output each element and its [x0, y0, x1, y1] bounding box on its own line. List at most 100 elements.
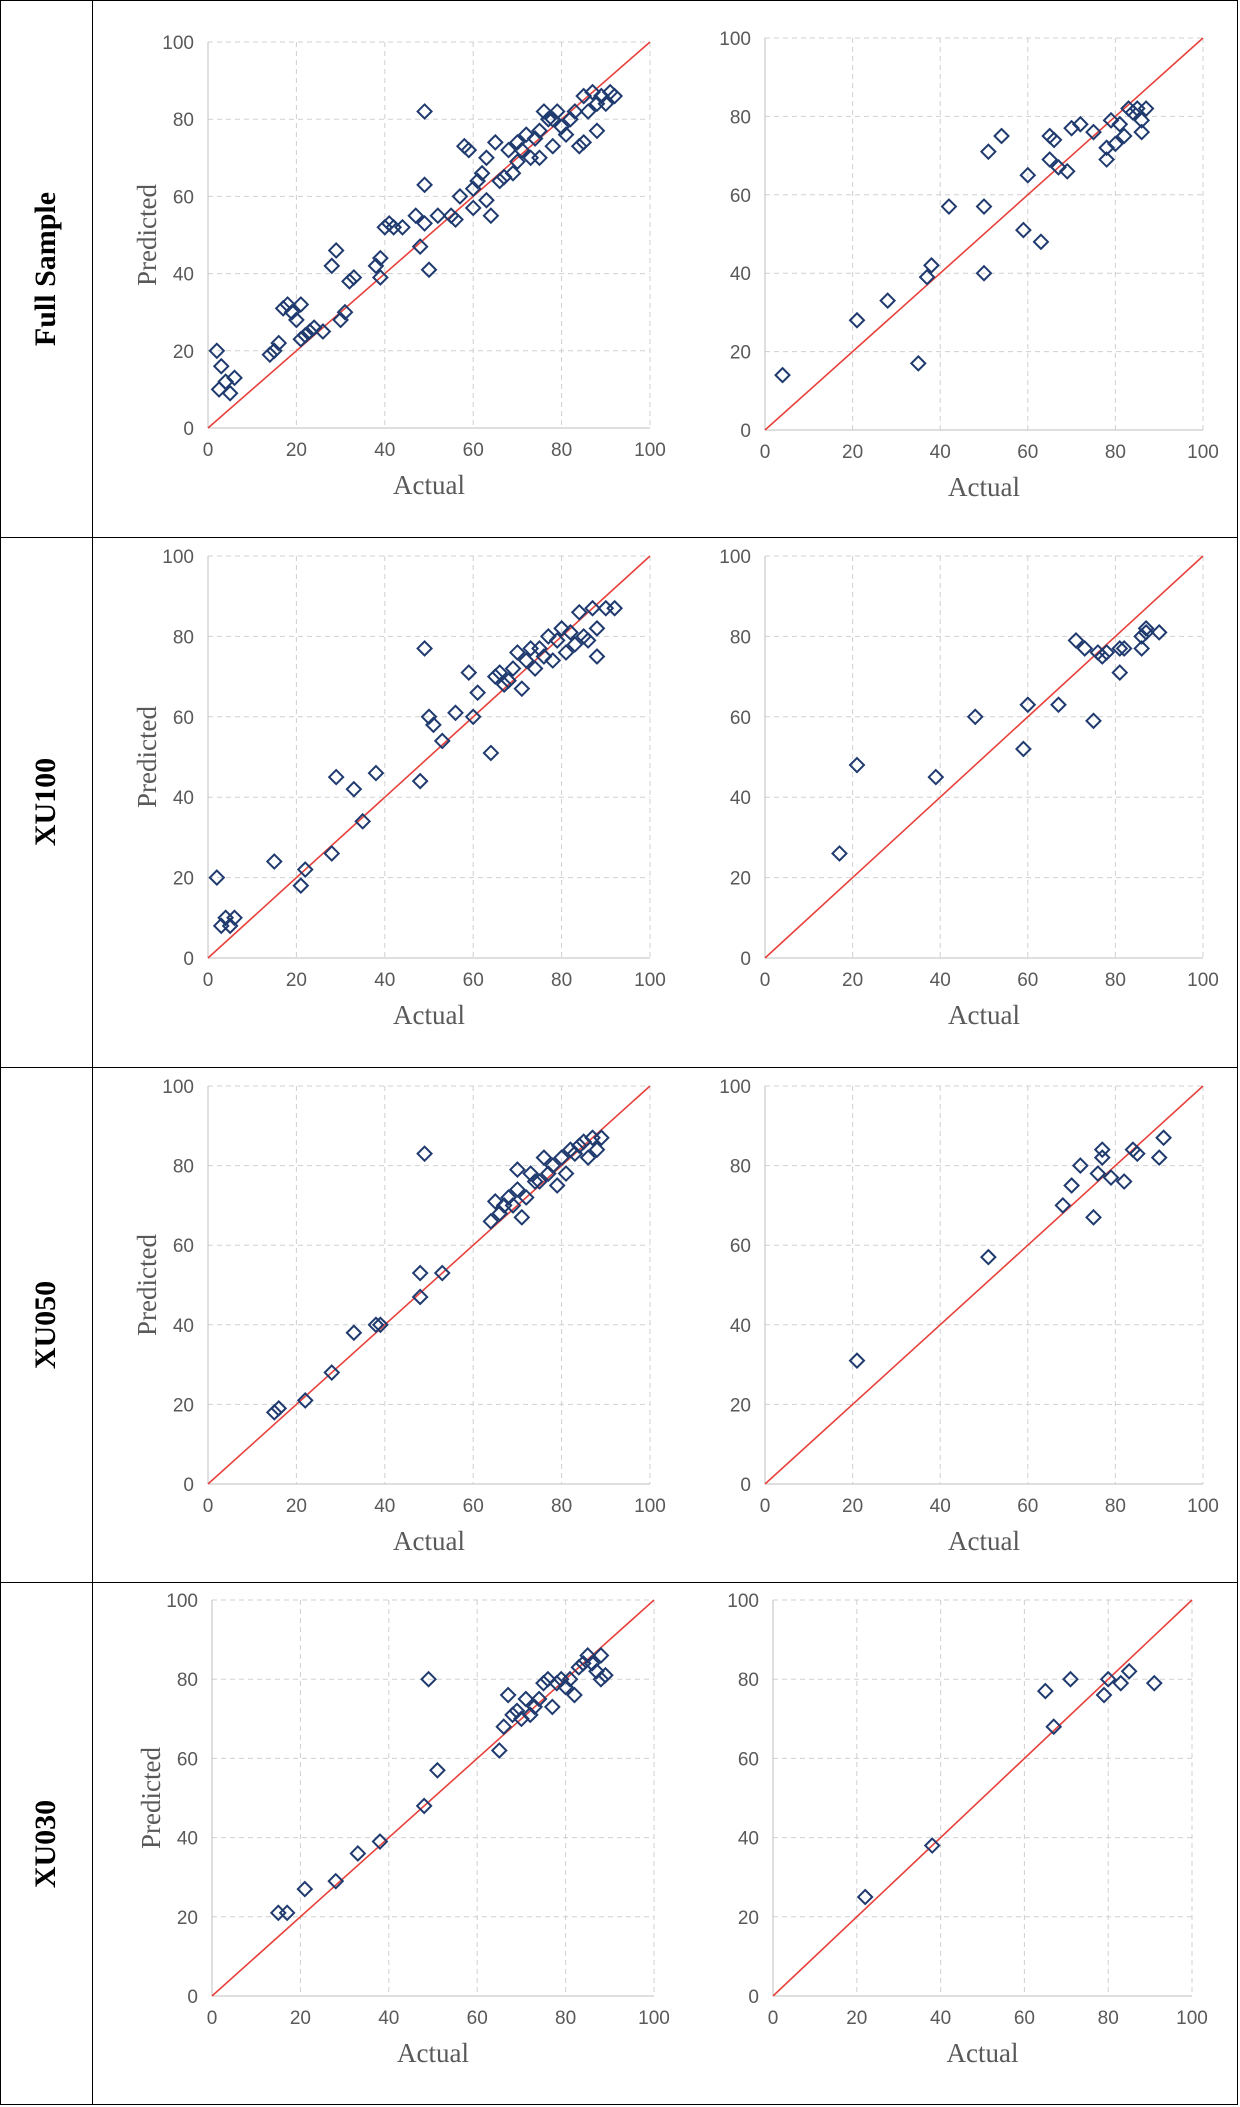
data-point — [1120, 1662, 1138, 1680]
data-point — [544, 1157, 562, 1175]
x-tick-label: 60 — [467, 2008, 488, 2029]
data-point — [1111, 664, 1129, 681]
y-axis-label: Predicted — [136, 1747, 166, 1849]
data-point — [1099, 1670, 1117, 1688]
data-point — [323, 257, 341, 275]
data-point — [500, 672, 517, 690]
y-tick-label: 0 — [183, 1475, 194, 1496]
data-point — [208, 869, 226, 887]
y-tick-label: 20 — [730, 869, 751, 890]
y-tick-label: 80 — [173, 1157, 194, 1178]
data-point — [562, 623, 579, 641]
x-tick-label: 0 — [207, 2008, 218, 2029]
x-tick-label: 0 — [760, 970, 771, 991]
data-point — [566, 103, 584, 120]
data-point — [531, 149, 548, 167]
data-point — [923, 256, 940, 274]
x-tick-label: 40 — [378, 2008, 399, 2029]
data-point — [1045, 1718, 1063, 1736]
x-axis-label: Actual — [393, 1000, 465, 1030]
data-point — [848, 311, 866, 329]
data-point — [531, 122, 548, 140]
data-point — [548, 1177, 566, 1194]
data-point — [482, 207, 500, 225]
scatter-plot-xu030-test: 0 20 40 60 80 100 0 20 40 60 80 100 Actual — [727, 1591, 1208, 2068]
x-tick-label: 60 — [1014, 2008, 1035, 2029]
x-tick-label: 0 — [760, 442, 771, 463]
data-point — [478, 149, 495, 167]
data-point — [579, 1149, 597, 1167]
data-point — [535, 1149, 553, 1167]
data-point — [1032, 233, 1050, 251]
data-point — [539, 627, 557, 645]
data-point — [588, 1662, 605, 1680]
data-point — [508, 1702, 526, 1720]
data-point — [606, 87, 624, 105]
data-point — [411, 238, 429, 255]
y-tick-label: 100 — [162, 33, 194, 54]
data-point — [464, 708, 482, 726]
data-point — [579, 103, 597, 120]
y-tick-label: 80 — [177, 1670, 198, 1691]
data-point — [848, 1352, 866, 1370]
x-tick-label: 20 — [846, 2008, 867, 2029]
y-tick-label: 0 — [187, 1987, 198, 2008]
data-point — [1093, 1141, 1111, 1159]
data-point — [1058, 162, 1076, 180]
x-tick-label: 20 — [842, 1496, 863, 1517]
data-point — [504, 660, 522, 677]
x-tick-label: 60 — [1017, 970, 1038, 991]
data-point — [420, 261, 438, 279]
y-tick-label: 60 — [177, 1749, 198, 1770]
x-tick-label: 100 — [634, 1496, 666, 1517]
data-point — [1115, 640, 1133, 657]
data-point — [584, 599, 601, 617]
data-point — [597, 95, 615, 113]
data-point — [261, 346, 279, 364]
data-point — [548, 103, 566, 120]
x-tick-label: 60 — [463, 440, 484, 461]
data-point — [606, 599, 624, 617]
y-tick-label: 40 — [173, 265, 194, 286]
data-point — [1050, 696, 1067, 714]
y-tick-label: 0 — [740, 949, 751, 970]
data-point — [1137, 100, 1155, 117]
data-point — [499, 1686, 517, 1704]
data-point — [420, 708, 438, 726]
data-point — [508, 1161, 526, 1178]
data-point — [979, 1248, 997, 1266]
data-point — [394, 218, 411, 236]
data-point — [323, 845, 341, 862]
data-point — [561, 1670, 579, 1688]
data-point — [553, 619, 571, 637]
row-label: XU100 — [29, 757, 62, 847]
data-point — [856, 1888, 874, 1906]
data-point — [478, 191, 495, 209]
y-tick-label: 20 — [173, 1395, 194, 1416]
y-tick-label: 20 — [738, 1908, 759, 1929]
data-point — [530, 1690, 548, 1708]
data-point — [1133, 640, 1151, 657]
data-point — [327, 1872, 345, 1890]
x-tick-label: 20 — [286, 1496, 307, 1517]
data-point — [1015, 221, 1032, 239]
data-point — [1133, 123, 1151, 141]
data-point — [508, 133, 526, 151]
data-point — [570, 1137, 588, 1155]
data-point — [570, 603, 588, 621]
data-point — [1019, 696, 1037, 714]
y-tick-label: 80 — [730, 627, 751, 648]
data-point — [416, 215, 433, 232]
data-point — [570, 137, 588, 155]
data-point — [774, 366, 791, 384]
data-point — [531, 640, 548, 657]
data-point — [416, 103, 433, 120]
data-point — [500, 1189, 517, 1206]
scatter-plot-xu050-train: 0 20 40 60 80 100 0 20 40 60 80 100 Actual Predicted — [132, 1077, 666, 1556]
data-point — [1062, 1670, 1079, 1688]
data-point — [848, 756, 866, 774]
data-point — [301, 323, 319, 340]
data-point — [566, 1686, 583, 1704]
data-point — [1150, 623, 1168, 641]
data-point — [292, 877, 310, 895]
